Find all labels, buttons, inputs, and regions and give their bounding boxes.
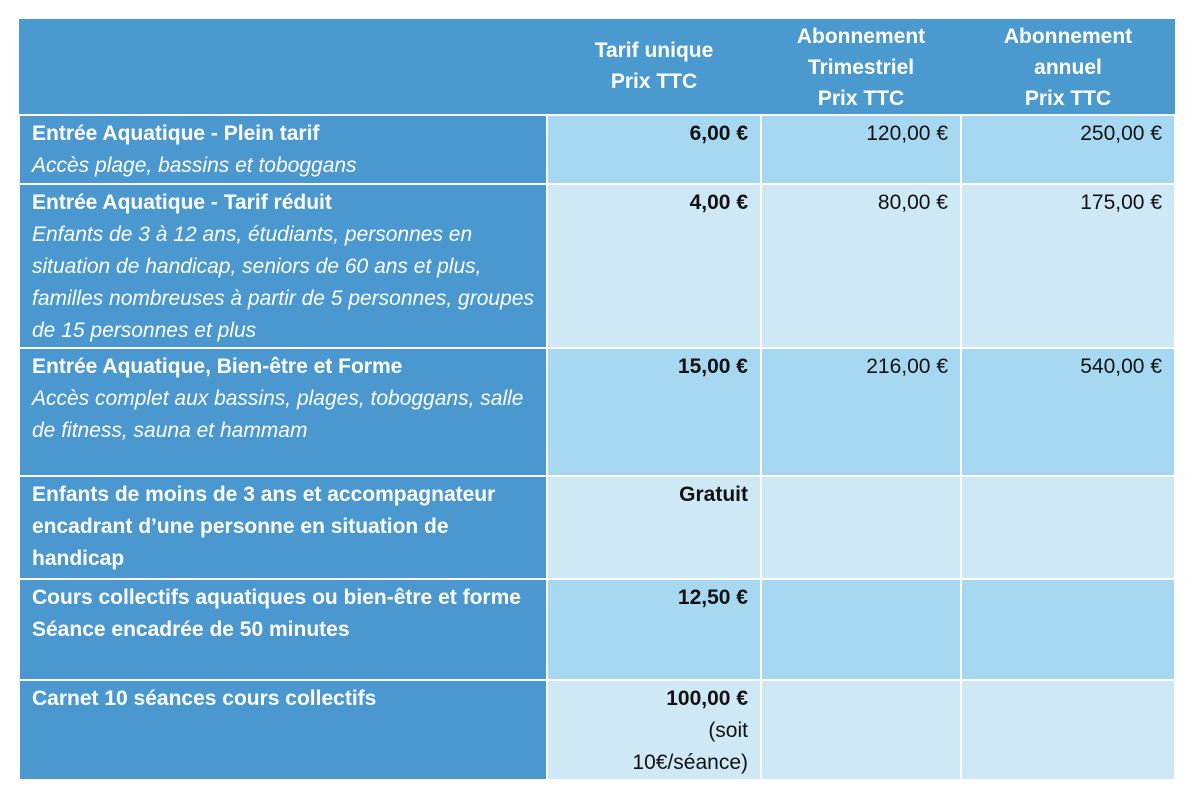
header-tarif-unique: Tarif unique Prix TTC — [547, 19, 761, 116]
price-unique: 12,50 € — [546, 578, 762, 681]
row-description: Enfants de 3 à 12 ans, étudiants, person… — [32, 223, 534, 342]
price-trimestriel: 120,00 € — [760, 114, 962, 185]
header-line: Prix TTC — [817, 87, 905, 110]
row-label: Entrée Aquatique - Tarif réduit Enfants d… — [18, 183, 548, 349]
header-line: Abonnement — [1003, 25, 1133, 48]
price-annuel — [960, 475, 1176, 580]
price-unique: Gratuit — [546, 475, 762, 580]
pricing-table: Tarif unique Prix TTC Abonnement Trimestri… — [18, 19, 1176, 781]
header-empty — [19, 19, 547, 116]
header-abonnement-annuel: Abonnement annuel Prix TTC — [961, 19, 1175, 116]
row-label: Entrée Aquatique - Plein tarif Accès plag… — [18, 114, 548, 185]
table-row: Carnet 10 séances cours collectifs 100,0… — [18, 679, 1176, 781]
price-unique: 4,00 € — [546, 183, 762, 349]
price-value: 15,00 € — [677, 355, 748, 378]
header-line: annuel — [1034, 56, 1102, 79]
price-value: Gratuit — [679, 483, 748, 506]
header-line: Tarif unique — [594, 39, 714, 62]
row-description: Accès complet aux bassins, plages, tobog… — [32, 387, 524, 442]
header-line: Trimestriel — [807, 56, 915, 79]
header-line: Prix TTC — [1024, 87, 1112, 110]
row-title: Carnet 10 séances cours collectifs — [32, 687, 377, 710]
table-row: Entrée Aquatique, Bien-être et Forme Accè… — [18, 347, 1176, 477]
table-row: Entrée Aquatique - Plein tarif Accès plag… — [18, 114, 1176, 185]
price-unique: 100,00 € (soit 10€/séance) — [546, 679, 762, 781]
price-value: 100,00 € — [666, 687, 748, 710]
row-title: Entrée Aquatique, Bien-être et Forme — [32, 355, 403, 378]
price-unique: 15,00 € — [546, 347, 762, 477]
price-annuel: 540,00 € — [960, 347, 1176, 477]
row-subtitle: Séance encadrée de 50 minutes — [32, 618, 350, 641]
row-title: Cours collectifs aquatiques ou bien-être… — [32, 586, 521, 609]
row-title: Enfants de moins de 3 ans et accompagnat… — [32, 483, 496, 570]
row-label: Carnet 10 séances cours collectifs — [18, 679, 548, 781]
table-row: Cours collectifs aquatiques ou bien-être… — [18, 578, 1176, 681]
price-trimestriel — [760, 475, 962, 580]
table-row: Enfants de moins de 3 ans et accompagnat… — [18, 475, 1176, 580]
row-description: Accès plage, bassins et toboggans — [32, 154, 357, 177]
header-line: Prix TTC — [610, 70, 698, 93]
header-line: Abonnement — [796, 25, 926, 48]
header-abonnement-trimestriel: Abonnement Trimestriel Prix TTC — [761, 19, 961, 116]
header-row: Tarif unique Prix TTC Abonnement Trimestri… — [19, 19, 1175, 116]
row-label: Enfants de moins de 3 ans et accompagnat… — [18, 475, 548, 580]
price-unique: 6,00 € — [546, 114, 762, 185]
table-row: Entrée Aquatique - Tarif réduit Enfants d… — [18, 183, 1176, 349]
price-value: 4,00 € — [689, 191, 748, 214]
row-title: Entrée Aquatique - Plein tarif — [32, 122, 320, 145]
price-annuel — [960, 578, 1176, 681]
price-trimestriel: 216,00 € — [760, 347, 962, 477]
price-value: 12,50 € — [677, 586, 748, 609]
price-trimestriel — [760, 578, 962, 681]
price-annuel: 250,00 € — [960, 114, 1176, 185]
price-note: (soit 10€/séance) — [632, 719, 748, 774]
row-title: Entrée Aquatique - Tarif réduit — [32, 191, 332, 214]
row-label: Cours collectifs aquatiques ou bien-être… — [18, 578, 548, 681]
price-value: 6,00 € — [689, 122, 748, 145]
price-trimestriel: 80,00 € — [760, 183, 962, 349]
row-label: Entrée Aquatique, Bien-être et Forme Accè… — [18, 347, 548, 477]
price-trimestriel — [760, 679, 962, 781]
price-annuel: 175,00 € — [960, 183, 1176, 349]
price-annuel — [960, 679, 1176, 781]
